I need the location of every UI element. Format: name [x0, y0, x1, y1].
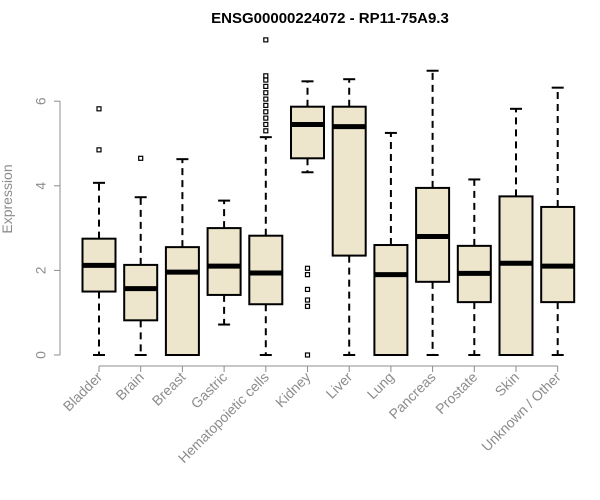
y-tick-label: 2 — [33, 266, 49, 274]
outlier-point — [263, 115, 269, 121]
outlier-point — [263, 128, 269, 134]
x-tick-label: Bladder — [60, 369, 106, 415]
box-hematopoietic-cells — [248, 37, 284, 356]
x-tick-label: Prostate — [432, 369, 480, 417]
box-pancreas — [415, 69, 451, 356]
box-skin — [498, 107, 534, 356]
box-iqr — [498, 195, 534, 356]
outlier-point — [304, 286, 311, 293]
y-tick-label: 4 — [33, 182, 49, 190]
x-tick-label: Skin — [492, 369, 523, 400]
box-unknown-other — [540, 86, 576, 356]
x-tick-label: Unknown / Other — [478, 369, 564, 455]
outlier-point — [138, 155, 144, 161]
outlier-point — [304, 272, 311, 278]
outlier-point — [263, 96, 269, 102]
box-iqr — [373, 244, 409, 357]
x-tick-label: Kidney — [272, 369, 314, 411]
y-axis: 0 2 4 6 — [33, 97, 61, 359]
box-iqr — [290, 105, 325, 160]
box-iqr — [164, 246, 200, 356]
outlier-point — [96, 106, 102, 112]
outlier-point — [304, 303, 311, 309]
y-tick-label: 6 — [33, 97, 49, 105]
box-iqr — [248, 234, 284, 306]
outlier-point — [263, 90, 269, 96]
x-tick-label: Liver — [323, 369, 356, 402]
box-lung — [373, 131, 409, 357]
box-bladder — [81, 106, 117, 356]
x-tick-label: Lung — [364, 369, 397, 402]
outlier-point — [263, 83, 269, 89]
outlier-point — [263, 73, 269, 79]
box-liver — [331, 78, 367, 356]
x-tick-label: Breast — [149, 369, 189, 409]
outlier-point — [304, 352, 311, 358]
boxes — [81, 37, 576, 358]
box-iqr — [540, 205, 576, 304]
box-brain — [123, 155, 159, 356]
box-iqr — [331, 105, 367, 257]
box-kidney — [290, 80, 325, 358]
x-tick-label: Brain — [112, 369, 146, 403]
y-axis-label: Expression — [0, 164, 15, 233]
box-breast — [164, 158, 200, 356]
outlier-point — [263, 102, 269, 109]
outlier-point — [263, 109, 269, 115]
box-prostate — [456, 178, 492, 356]
outlier-point — [304, 265, 311, 271]
outlier-point — [304, 297, 311, 303]
box-iqr — [206, 227, 242, 296]
outlier-point — [96, 147, 102, 153]
outlier-point — [263, 77, 269, 83]
y-tick-label: 0 — [33, 351, 49, 359]
outlier-point — [263, 37, 269, 43]
outlier-point — [263, 121, 269, 128]
box-iqr — [123, 263, 159, 322]
chart-title: ENSG00000224072 - RP11-75A9.3 — [211, 10, 449, 27]
box-gastric — [206, 199, 242, 326]
